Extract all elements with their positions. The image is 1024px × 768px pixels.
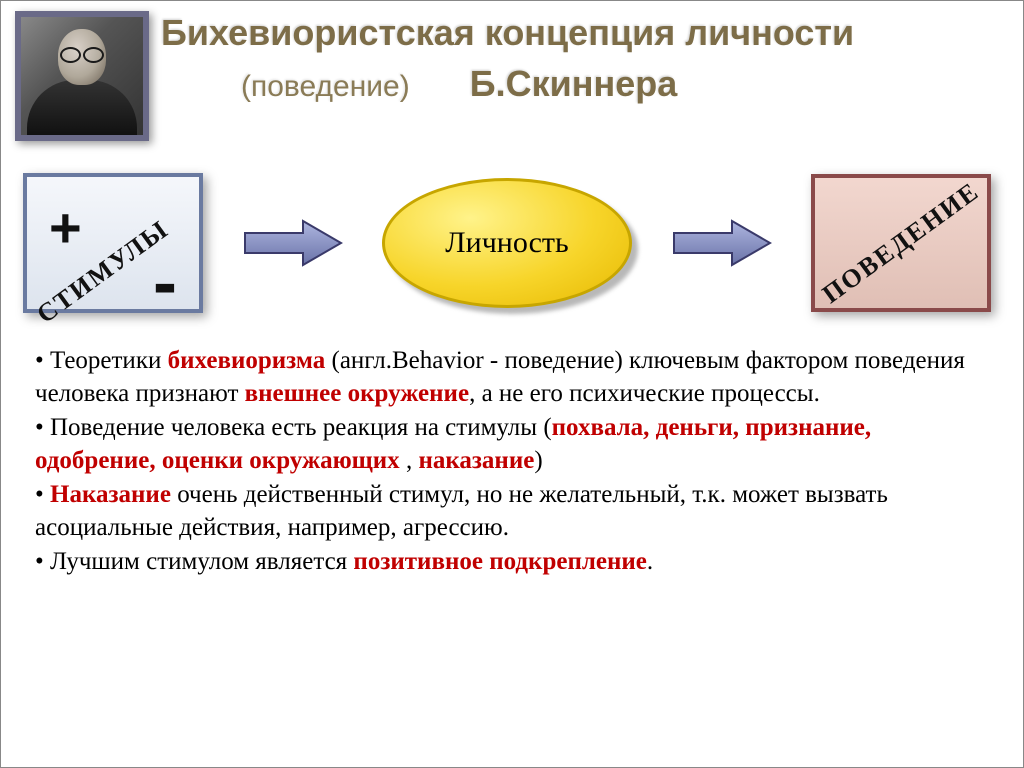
box-behavior: ПОВЕДЕНИЕ — [811, 174, 991, 312]
title-row: Бихевиористская концепция личности (пове… — [15, 11, 1009, 141]
bullets-area: •Теоретики бихевиоризма (англ.Behavior -… — [35, 345, 989, 579]
bullet-4: •Лучшим стимулом является позитивное под… — [35, 546, 989, 579]
plus-sign: + — [49, 195, 82, 260]
bullet-1: •Теоретики бихевиоризма (англ.Behavior -… — [35, 345, 989, 410]
diagram-row: + - СТИМУЛЫ Личность — [23, 159, 991, 327]
subtitle-right: Б.Скиннера — [470, 63, 678, 105]
subtitle-row: (поведение) Б.Скиннера — [161, 63, 1009, 105]
minus-sign: - — [153, 262, 177, 305]
ellipse-label: Личность — [445, 226, 568, 260]
title-line-1: Бихевиористская концепция личности — [161, 13, 1009, 53]
bullet-2: •Поведение человека есть реакция на стим… — [35, 412, 989, 477]
title-block: Бихевиористская концепция личности (пове… — [161, 11, 1009, 105]
arrow-2 — [672, 219, 772, 267]
ellipse-personality: Личность — [382, 178, 632, 308]
bullet-3: •Наказание очень действенный стимул, но … — [35, 479, 989, 544]
subtitle-left: (поведение) — [241, 70, 410, 104]
box-stimuli: + - СТИМУЛЫ — [23, 173, 203, 313]
slide: Бихевиористская концепция личности (пове… — [1, 1, 1023, 767]
behavior-label: ПОВЕДЕНИЕ — [817, 176, 985, 310]
arrow-1 — [243, 219, 343, 267]
portrait-photo — [15, 11, 149, 141]
